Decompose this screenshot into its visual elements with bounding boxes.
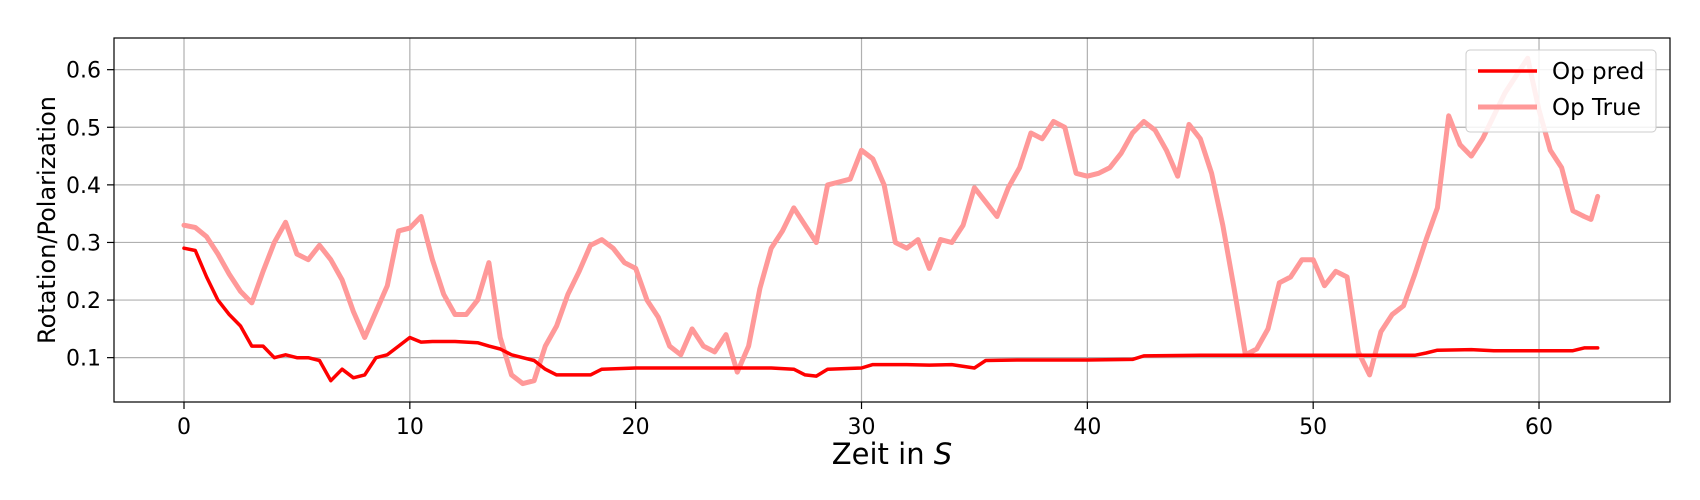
y-tick-label: 0.1 bbox=[66, 347, 101, 372]
x-tick-label: 40 bbox=[1073, 415, 1101, 440]
x-tick-label: 20 bbox=[622, 415, 650, 440]
series-line-op-pred bbox=[182, 246, 1600, 383]
y-tick-label: 0.5 bbox=[66, 116, 101, 141]
plot-frame bbox=[113, 37, 1671, 403]
legend: Op pred Op True bbox=[1465, 49, 1657, 133]
y-tick-label: 0.4 bbox=[66, 174, 101, 199]
y-axis-label: Rotation/Polarization bbox=[33, 96, 61, 344]
legend-label-op-true: Op True bbox=[1552, 95, 1641, 121]
y-tick-label: 0.3 bbox=[66, 231, 101, 256]
x-tick-label: 10 bbox=[396, 415, 424, 440]
x-tick-label: 60 bbox=[1525, 415, 1553, 440]
legend-label-op-pred: Op pred bbox=[1552, 59, 1644, 85]
series-line-op-true bbox=[181, 55, 1601, 387]
x-tick-label: 30 bbox=[848, 415, 876, 440]
x-axis-unit: S bbox=[934, 437, 952, 471]
x-tick-label: 0 bbox=[177, 415, 191, 440]
ticks: 0 10 20 30 40 50 60 0.1 0.2 0.3 0.4 0.5 0.6 bbox=[66, 59, 1553, 440]
x-axis-label: Zeit in S bbox=[832, 437, 952, 471]
y-tick-label: 0.6 bbox=[66, 59, 101, 84]
x-tick-label: 50 bbox=[1299, 415, 1327, 440]
series-layer bbox=[181, 55, 1601, 387]
y-tick-label: 0.2 bbox=[66, 289, 101, 314]
grid bbox=[114, 38, 1670, 402]
